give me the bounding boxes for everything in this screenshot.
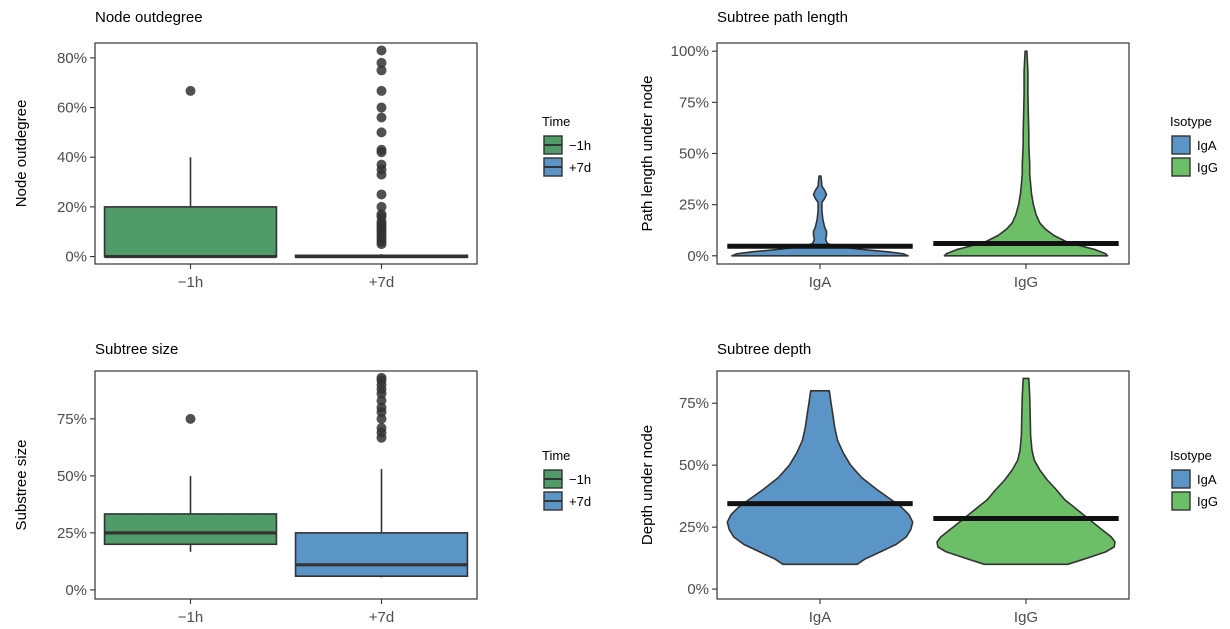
x-tick-label: +7d [369, 609, 394, 626]
legend-label: IgA [1197, 472, 1217, 487]
y-tick-label: 0% [687, 581, 709, 598]
outlier-point [376, 85, 387, 96]
legend: Time −1h +7d [542, 114, 591, 177]
legend: Isotype IgA IgG [1170, 114, 1218, 177]
box-1 [103, 85, 278, 259]
legend: Isotype IgA IgG [1170, 448, 1218, 511]
y-axis-title: Path length under node [639, 76, 656, 232]
box-rect [294, 532, 469, 578]
outlier-point [376, 189, 387, 200]
x-tick-label: +7d [369, 274, 394, 291]
y-tick-label: 50% [57, 468, 87, 485]
y-axis-title: Substree size [13, 440, 30, 531]
box-2 [294, 372, 469, 578]
outlier-point [376, 127, 387, 138]
x-tick-label: IgA [809, 609, 832, 626]
legend-label: −1h [569, 138, 591, 153]
y-tick-label: 75% [679, 94, 709, 111]
chart-title: Subtree path length [717, 9, 848, 26]
box-2 [294, 45, 469, 259]
legend-key [1171, 157, 1191, 177]
legend: Time −1h +7d [542, 448, 591, 511]
x-tick-label: IgA [809, 274, 832, 291]
panel-border [94, 370, 478, 600]
legend-label: +7d [569, 160, 591, 175]
y-tick-label: 0% [65, 582, 87, 599]
legend-key [1171, 491, 1191, 511]
outlier-point [376, 413, 387, 424]
y-tick-label: 25% [679, 197, 709, 214]
outlier-point [376, 402, 387, 413]
violin-2 [933, 50, 1119, 257]
outlier-point [376, 57, 387, 68]
chart-title: Node outdegree [95, 9, 203, 26]
y-tick-label: 100% [671, 43, 709, 60]
legend-title: Time [542, 448, 570, 463]
outlier-point [376, 159, 387, 170]
x-tick-label: −1h [178, 609, 203, 626]
outlier-point [376, 102, 387, 113]
outlier-point [185, 413, 196, 424]
outlier-point [376, 395, 387, 406]
y-axis-title: Node outdegree [13, 100, 30, 208]
y-tick-label: 50% [679, 457, 709, 474]
outlier-point [185, 85, 196, 96]
violin-2 [933, 377, 1119, 566]
y-tick-label: 25% [679, 519, 709, 536]
violin-1 [726, 390, 914, 566]
x-tick-label: IgG [1014, 609, 1038, 626]
y-tick-label: 75% [679, 395, 709, 412]
y-tick-label: 40% [57, 149, 87, 166]
outlier-point [376, 45, 387, 56]
box-1 [103, 413, 278, 552]
panel-border [716, 370, 1130, 600]
legend-title: Time [542, 114, 570, 129]
legend-label: IgG [1197, 160, 1218, 175]
panel-1: Node outdegree Node outdegree 0% 20% 40% 60% 8… [13, 9, 591, 291]
outlier-point [376, 423, 387, 433]
legend-label: IgA [1197, 138, 1217, 153]
y-axis-title: Depth under node [639, 425, 656, 545]
panel-2: Subtree path length Path length under nod… [639, 9, 1218, 291]
chart-title: Subtree depth [717, 341, 811, 358]
violin-shape [936, 377, 1116, 566]
legend-label: IgG [1197, 494, 1218, 509]
y-tick-label: 60% [57, 100, 87, 117]
y-tick-label: 20% [57, 199, 87, 216]
outlier-point [376, 201, 387, 212]
outlier-point [376, 112, 387, 123]
legend-title: Isotype [1170, 114, 1212, 129]
legend-label: −1h [569, 472, 591, 487]
y-tick-label: 0% [687, 248, 709, 265]
outlier-point [376, 372, 387, 383]
y-tick-label: 25% [57, 525, 87, 542]
legend-key [1171, 135, 1191, 155]
violin-1 [727, 175, 913, 257]
panel-border [716, 42, 1130, 265]
violin-shape [943, 50, 1109, 257]
legend-key [1171, 469, 1191, 489]
outlier-point [376, 65, 387, 76]
box-rect [103, 513, 278, 546]
y-tick-label: 75% [57, 411, 87, 428]
panel-border [94, 42, 478, 265]
chart-title: Subtree size [95, 341, 178, 358]
outlier-point [376, 144, 387, 155]
y-tick-label: 0% [65, 249, 87, 266]
y-tick-label: 80% [57, 50, 87, 67]
violin-shape [726, 390, 914, 566]
box-rect [103, 206, 278, 258]
legend-label: +7d [569, 494, 591, 509]
x-tick-label: IgG [1014, 274, 1038, 291]
panel-3: Subtree size Substree size 0% 25% 50% 75% −1h +… [13, 341, 591, 626]
outlier-point [376, 209, 387, 220]
x-tick-label: −1h [178, 274, 203, 291]
legend-title: Isotype [1170, 448, 1212, 463]
y-tick-label: 50% [679, 146, 709, 163]
panel-4: Subtree depth Depth under node 0% 25% 50% 75%… [639, 341, 1218, 626]
